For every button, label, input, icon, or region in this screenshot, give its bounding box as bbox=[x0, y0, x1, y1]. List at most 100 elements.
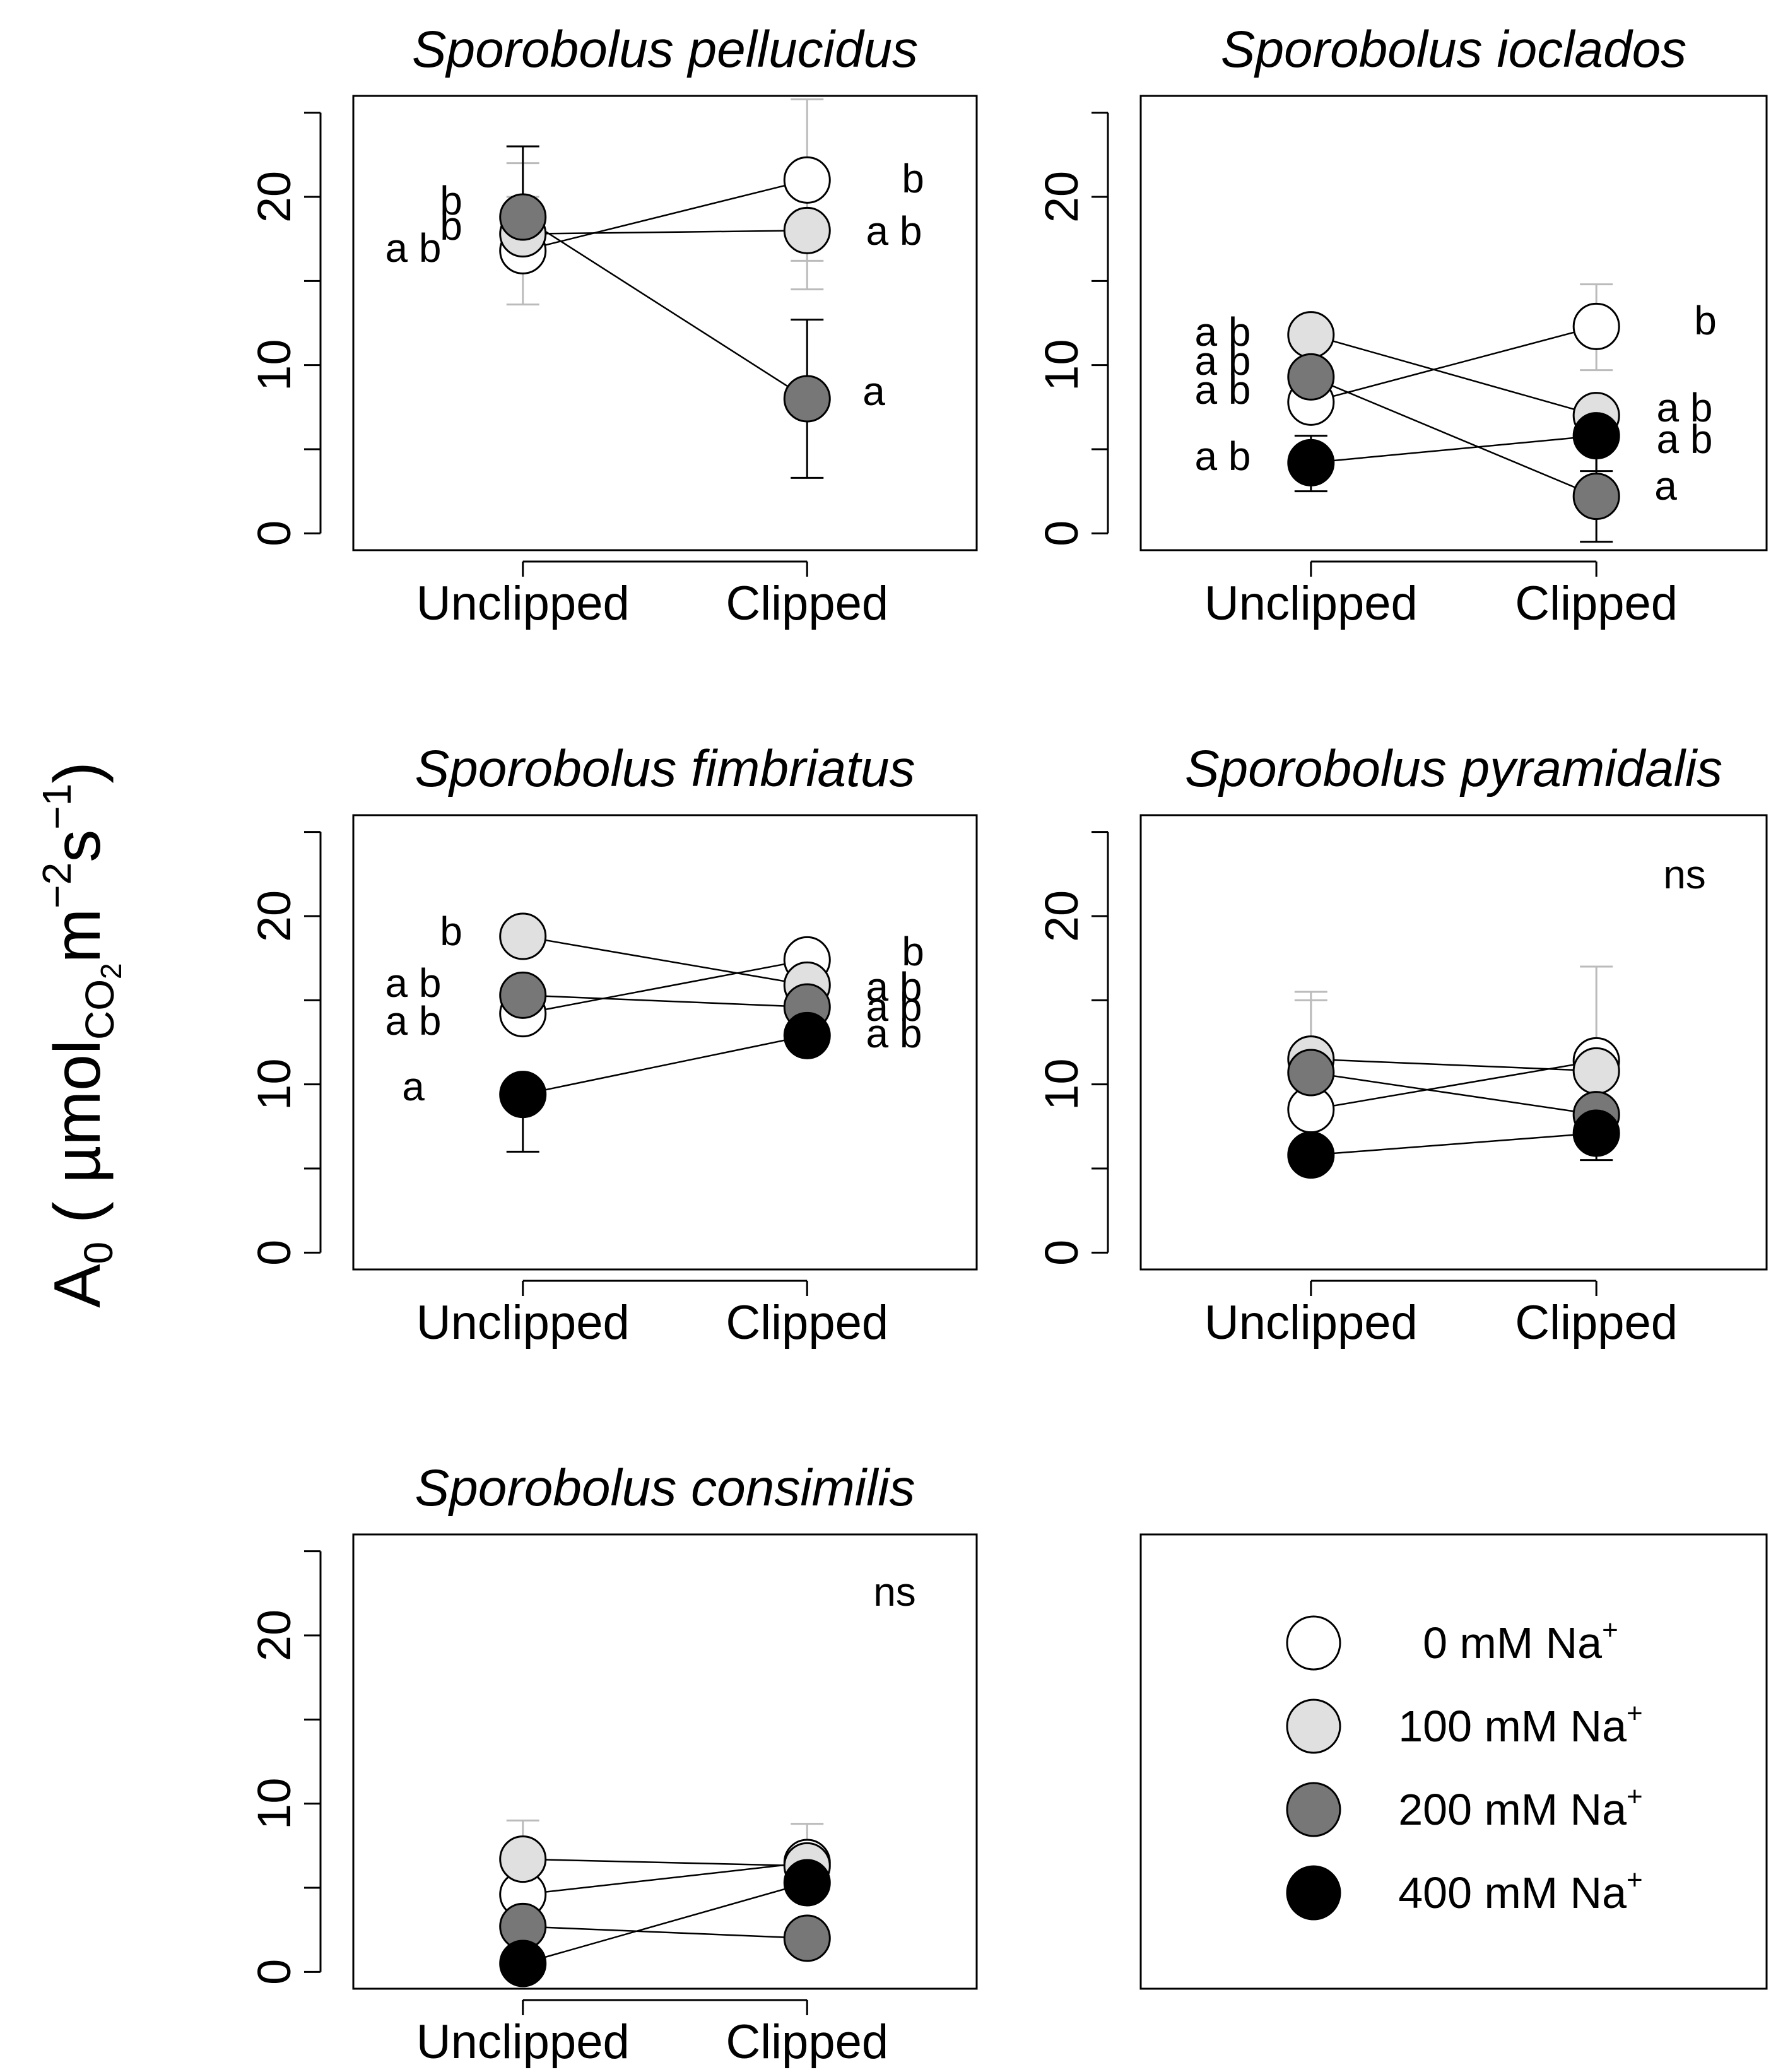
ylabel-m-exponent: −2 bbox=[34, 862, 79, 909]
legend-label-sup: + bbox=[1627, 1864, 1643, 1895]
series-line bbox=[522, 216, 808, 400]
ylabel-m: m bbox=[41, 909, 114, 963]
legend-entry: 0 mM Na+ bbox=[1286, 1615, 1618, 1671]
series-line bbox=[522, 994, 808, 1008]
plot-frame bbox=[1139, 95, 1768, 551]
significance-letter: b bbox=[440, 178, 462, 223]
significance-letter: a b bbox=[866, 208, 922, 254]
legend-label: 400 mM Na+ bbox=[1398, 1864, 1643, 1917]
data-point bbox=[499, 1940, 547, 1987]
x-tick-label: Unclipped bbox=[1204, 1296, 1418, 1350]
x-tick-label: Unclipped bbox=[416, 1296, 630, 1350]
x-tick-label: Clipped bbox=[726, 1296, 888, 1350]
legend-box bbox=[1139, 1533, 1768, 1990]
significance-letter: a b bbox=[866, 964, 922, 1010]
x-tick-label: Unclipped bbox=[416, 577, 630, 630]
panel-1: Sporobolus pellucidus 0 10 20 Unclipped Clipp… bbox=[248, 21, 978, 630]
legend-label-text: 200 mM Na bbox=[1398, 1785, 1627, 1834]
significance-letter: a bbox=[402, 1064, 425, 1109]
ylabel-s-exponent: −1 bbox=[34, 784, 79, 830]
x-tick-label: Clipped bbox=[1515, 577, 1678, 630]
x-tick-label: Clipped bbox=[1515, 1296, 1678, 1350]
data-point bbox=[1287, 439, 1335, 486]
series-line bbox=[522, 1858, 808, 1867]
significance-letter: a b bbox=[1657, 416, 1713, 462]
data-point bbox=[1572, 473, 1620, 521]
y-tick-label: 10 bbox=[248, 1778, 300, 1830]
y-tick-label: 20 bbox=[1035, 171, 1088, 223]
significance-letter: a b bbox=[385, 960, 442, 1006]
panel-5: Sporobolus consimilis 0 10 20 Unclipped Clipp… bbox=[248, 1459, 978, 2069]
series-line bbox=[522, 1881, 808, 1965]
y-tick-label: 20 bbox=[248, 1610, 300, 1661]
significance-letter: a b bbox=[385, 998, 442, 1044]
legend-label: 100 mM Na+ bbox=[1398, 1698, 1643, 1751]
legend-label-text: 400 mM Na bbox=[1398, 1868, 1627, 1917]
panels: Sporobolus pellucidus 0 10 20 Unclipped Clipp… bbox=[248, 21, 1768, 2069]
data-point bbox=[783, 156, 831, 204]
data-point bbox=[783, 1011, 831, 1059]
legend-entry: 200 mM Na+ bbox=[1286, 1781, 1643, 1837]
legend-marker bbox=[1286, 1782, 1341, 1837]
data-point bbox=[499, 1071, 547, 1119]
y-tick-label: 10 bbox=[1035, 1059, 1088, 1110]
panel-title: Sporobolus consimilis bbox=[415, 1459, 915, 1517]
panel-title: Sporobolus pellucidus bbox=[412, 21, 918, 78]
legend-label: 200 mM Na+ bbox=[1398, 1781, 1643, 1834]
panel-title: Sporobolus fimbriatus bbox=[415, 740, 915, 798]
series-line bbox=[1310, 376, 1597, 497]
significance-letter: b bbox=[902, 156, 924, 201]
ylabel-symbol: A bbox=[41, 1264, 114, 1308]
y-tick-label: 10 bbox=[1035, 339, 1088, 391]
legend-label-sup: + bbox=[1627, 1781, 1643, 1812]
y-tick-label: 20 bbox=[248, 890, 300, 942]
series-line bbox=[1310, 435, 1597, 464]
data-point bbox=[1287, 311, 1335, 359]
series-line bbox=[522, 1861, 808, 1895]
legend-marker bbox=[1286, 1698, 1341, 1754]
panel-title: Sporobolus ioclados bbox=[1221, 21, 1686, 78]
x-tick-label: Clipped bbox=[726, 2015, 888, 2069]
panel-title: Sporobolus pyramidalis bbox=[1185, 740, 1722, 798]
y-tick-label: 0 bbox=[1035, 1240, 1088, 1266]
significance-letter: a b bbox=[866, 1011, 922, 1056]
legend: 0 mM Na+100 mM Na+200 mM Na+400 mM Na+ bbox=[1139, 1533, 1768, 1990]
significance-letter: b bbox=[440, 909, 462, 954]
main-y-axis-label: A0 ( µmolCO2m−2s−1) bbox=[34, 762, 127, 1308]
data-point bbox=[1287, 353, 1335, 401]
y-tick-label: 0 bbox=[248, 1240, 300, 1266]
series-line bbox=[1310, 1071, 1597, 1115]
y-tick-label: 20 bbox=[1035, 890, 1088, 942]
data-point bbox=[1572, 412, 1620, 460]
data-point bbox=[1287, 1049, 1335, 1097]
significance-letter: a bbox=[862, 368, 885, 414]
y-tick-label: 10 bbox=[248, 339, 300, 391]
data-point bbox=[499, 912, 547, 960]
series-line bbox=[1310, 326, 1597, 403]
significance-letter: b bbox=[440, 203, 462, 249]
y-tick-label: 0 bbox=[248, 1959, 300, 1985]
legend-label-text: 0 mM Na bbox=[1423, 1618, 1602, 1668]
data-point bbox=[783, 206, 831, 254]
data-point bbox=[499, 1835, 547, 1883]
significance-letter: a b bbox=[385, 225, 442, 271]
legend-label-sup: + bbox=[1602, 1615, 1618, 1645]
data-point bbox=[783, 375, 831, 423]
data-point bbox=[783, 1859, 831, 1907]
data-point bbox=[783, 1914, 831, 1962]
legend-label: 0 mM Na+ bbox=[1423, 1615, 1618, 1668]
significance-letter: a b bbox=[1195, 367, 1251, 413]
data-point bbox=[1572, 302, 1620, 350]
panel-3: Sporobolus fimbriatus 0 10 20 Unclipped Clipp… bbox=[248, 740, 978, 1350]
significance-letter: a b bbox=[866, 984, 922, 1030]
data-point bbox=[1287, 1131, 1335, 1179]
significance-letter: a b bbox=[1195, 338, 1251, 384]
x-tick-label: Clipped bbox=[726, 577, 888, 630]
significance-letter: b bbox=[1694, 298, 1717, 343]
legend-label-text: 100 mM Na bbox=[1398, 1702, 1627, 1751]
ns-note: ns bbox=[1663, 852, 1706, 897]
legend-items: 0 mM Na+100 mM Na+200 mM Na+400 mM Na+ bbox=[1286, 1615, 1643, 1921]
data-point bbox=[499, 193, 547, 241]
plot-frame bbox=[352, 95, 978, 551]
